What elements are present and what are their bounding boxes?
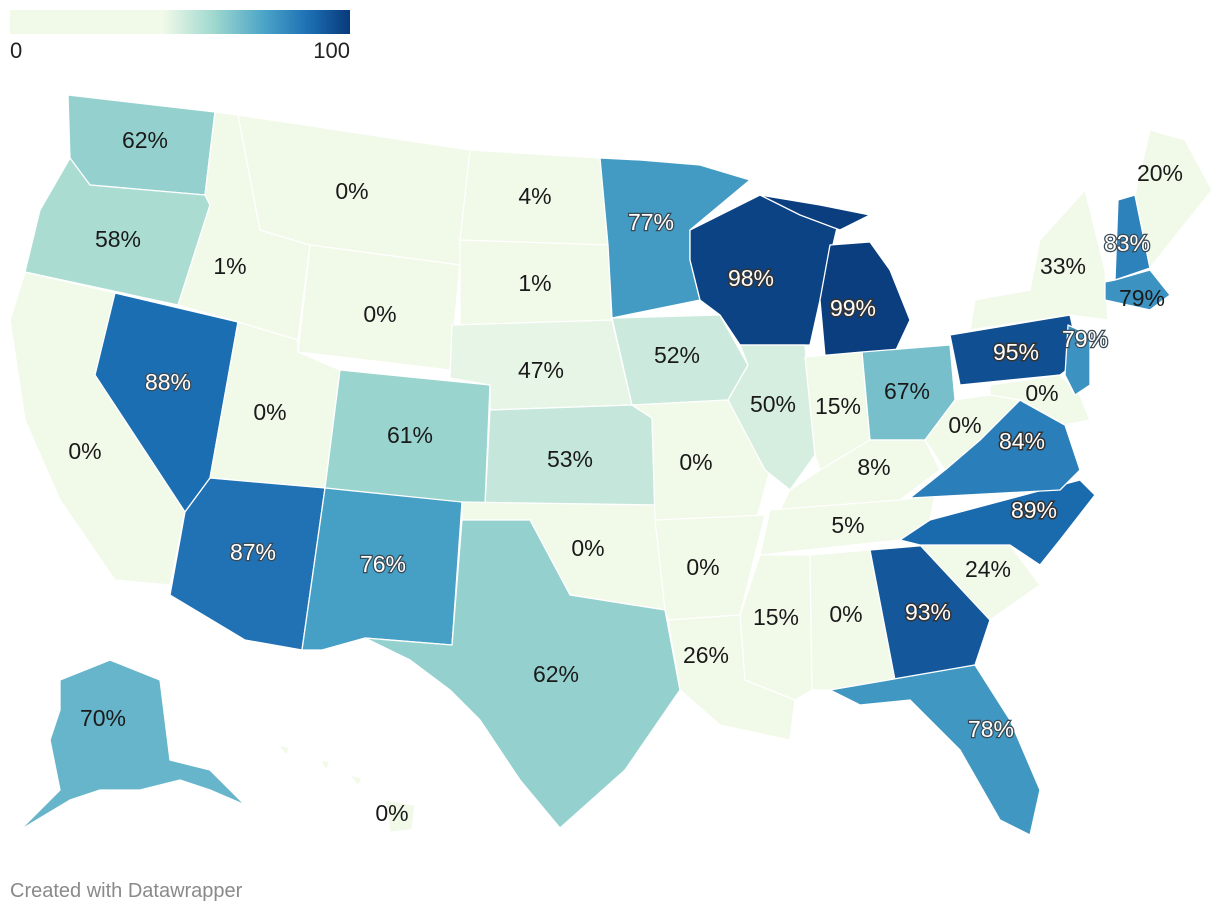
state-me[interactable] xyxy=(1134,129,1213,269)
state-ma[interactable] xyxy=(1104,269,1171,311)
label-ne: 47% xyxy=(518,357,564,383)
label-nc: 89% xyxy=(1011,497,1057,523)
label-mt: 0% xyxy=(335,178,368,204)
legend-min-label: 0 xyxy=(10,38,23,63)
label-ar: 0% xyxy=(686,554,719,580)
label-or: 58% xyxy=(95,226,141,252)
label-nd: 4% xyxy=(518,183,551,209)
label-wa: 62% xyxy=(122,127,168,153)
label-ut: 0% xyxy=(253,399,286,425)
legend-max-label: 100 xyxy=(313,38,350,63)
label-mi: 99% xyxy=(830,295,876,321)
label-nh: 83% xyxy=(1104,230,1150,256)
label-sc: 24% xyxy=(965,556,1011,582)
label-ca: 0% xyxy=(68,438,101,464)
state-mi[interactable] xyxy=(759,194,911,357)
us-choropleth-map: 62% 58% 0% 88% 1% 0% 0% 0% 87% 61% 76% 4… xyxy=(9,94,1213,836)
label-oh: 67% xyxy=(884,378,930,404)
label-ma: 79% xyxy=(1119,285,1165,311)
label-pa: 95% xyxy=(993,339,1039,365)
label-la: 26% xyxy=(683,642,729,668)
label-wy: 0% xyxy=(363,301,396,327)
label-ny: 33% xyxy=(1040,253,1086,279)
label-ak: 70% xyxy=(80,705,126,731)
state-ak[interactable] xyxy=(19,659,246,831)
label-il: 50% xyxy=(750,391,796,417)
label-nv: 88% xyxy=(145,369,191,395)
label-ks: 53% xyxy=(547,446,593,472)
label-ok: 0% xyxy=(571,535,604,561)
state-md[interactable] xyxy=(989,374,1091,426)
label-ky: 8% xyxy=(857,454,890,480)
label-ms: 15% xyxy=(753,604,799,630)
label-mo: 0% xyxy=(679,449,712,475)
label-al: 0% xyxy=(829,601,862,627)
label-tn: 5% xyxy=(831,512,864,538)
label-mn: 77% xyxy=(628,209,674,235)
label-ga: 93% xyxy=(905,599,951,625)
state-ny[interactable] xyxy=(969,189,1109,331)
label-md: 0% xyxy=(1025,380,1058,406)
state-nj[interactable] xyxy=(1064,324,1091,396)
label-nm: 76% xyxy=(360,551,406,577)
state-hi[interactable] xyxy=(277,744,416,833)
label-in: 15% xyxy=(815,393,861,419)
label-ia: 52% xyxy=(654,342,700,368)
credit-text[interactable]: Created with Datawrapper xyxy=(10,880,243,902)
label-id: 1% xyxy=(213,253,246,279)
label-wv: 0% xyxy=(948,412,981,438)
label-co: 61% xyxy=(387,422,433,448)
color-legend: 0 100 xyxy=(10,10,350,63)
label-hi: 0% xyxy=(375,800,408,826)
legend-gradient-bar xyxy=(10,10,350,34)
label-az: 87% xyxy=(230,539,276,565)
label-tx: 62% xyxy=(533,661,579,687)
label-wi: 98% xyxy=(728,265,774,291)
state-fl[interactable] xyxy=(829,664,1041,836)
label-sd: 1% xyxy=(518,270,551,296)
state-tx[interactable] xyxy=(364,519,681,829)
label-fl: 78% xyxy=(968,716,1014,742)
label-va: 84% xyxy=(999,428,1045,454)
label-me: 20% xyxy=(1137,160,1183,186)
label-nj: 79% xyxy=(1062,326,1108,352)
state-nc[interactable] xyxy=(899,479,1096,566)
